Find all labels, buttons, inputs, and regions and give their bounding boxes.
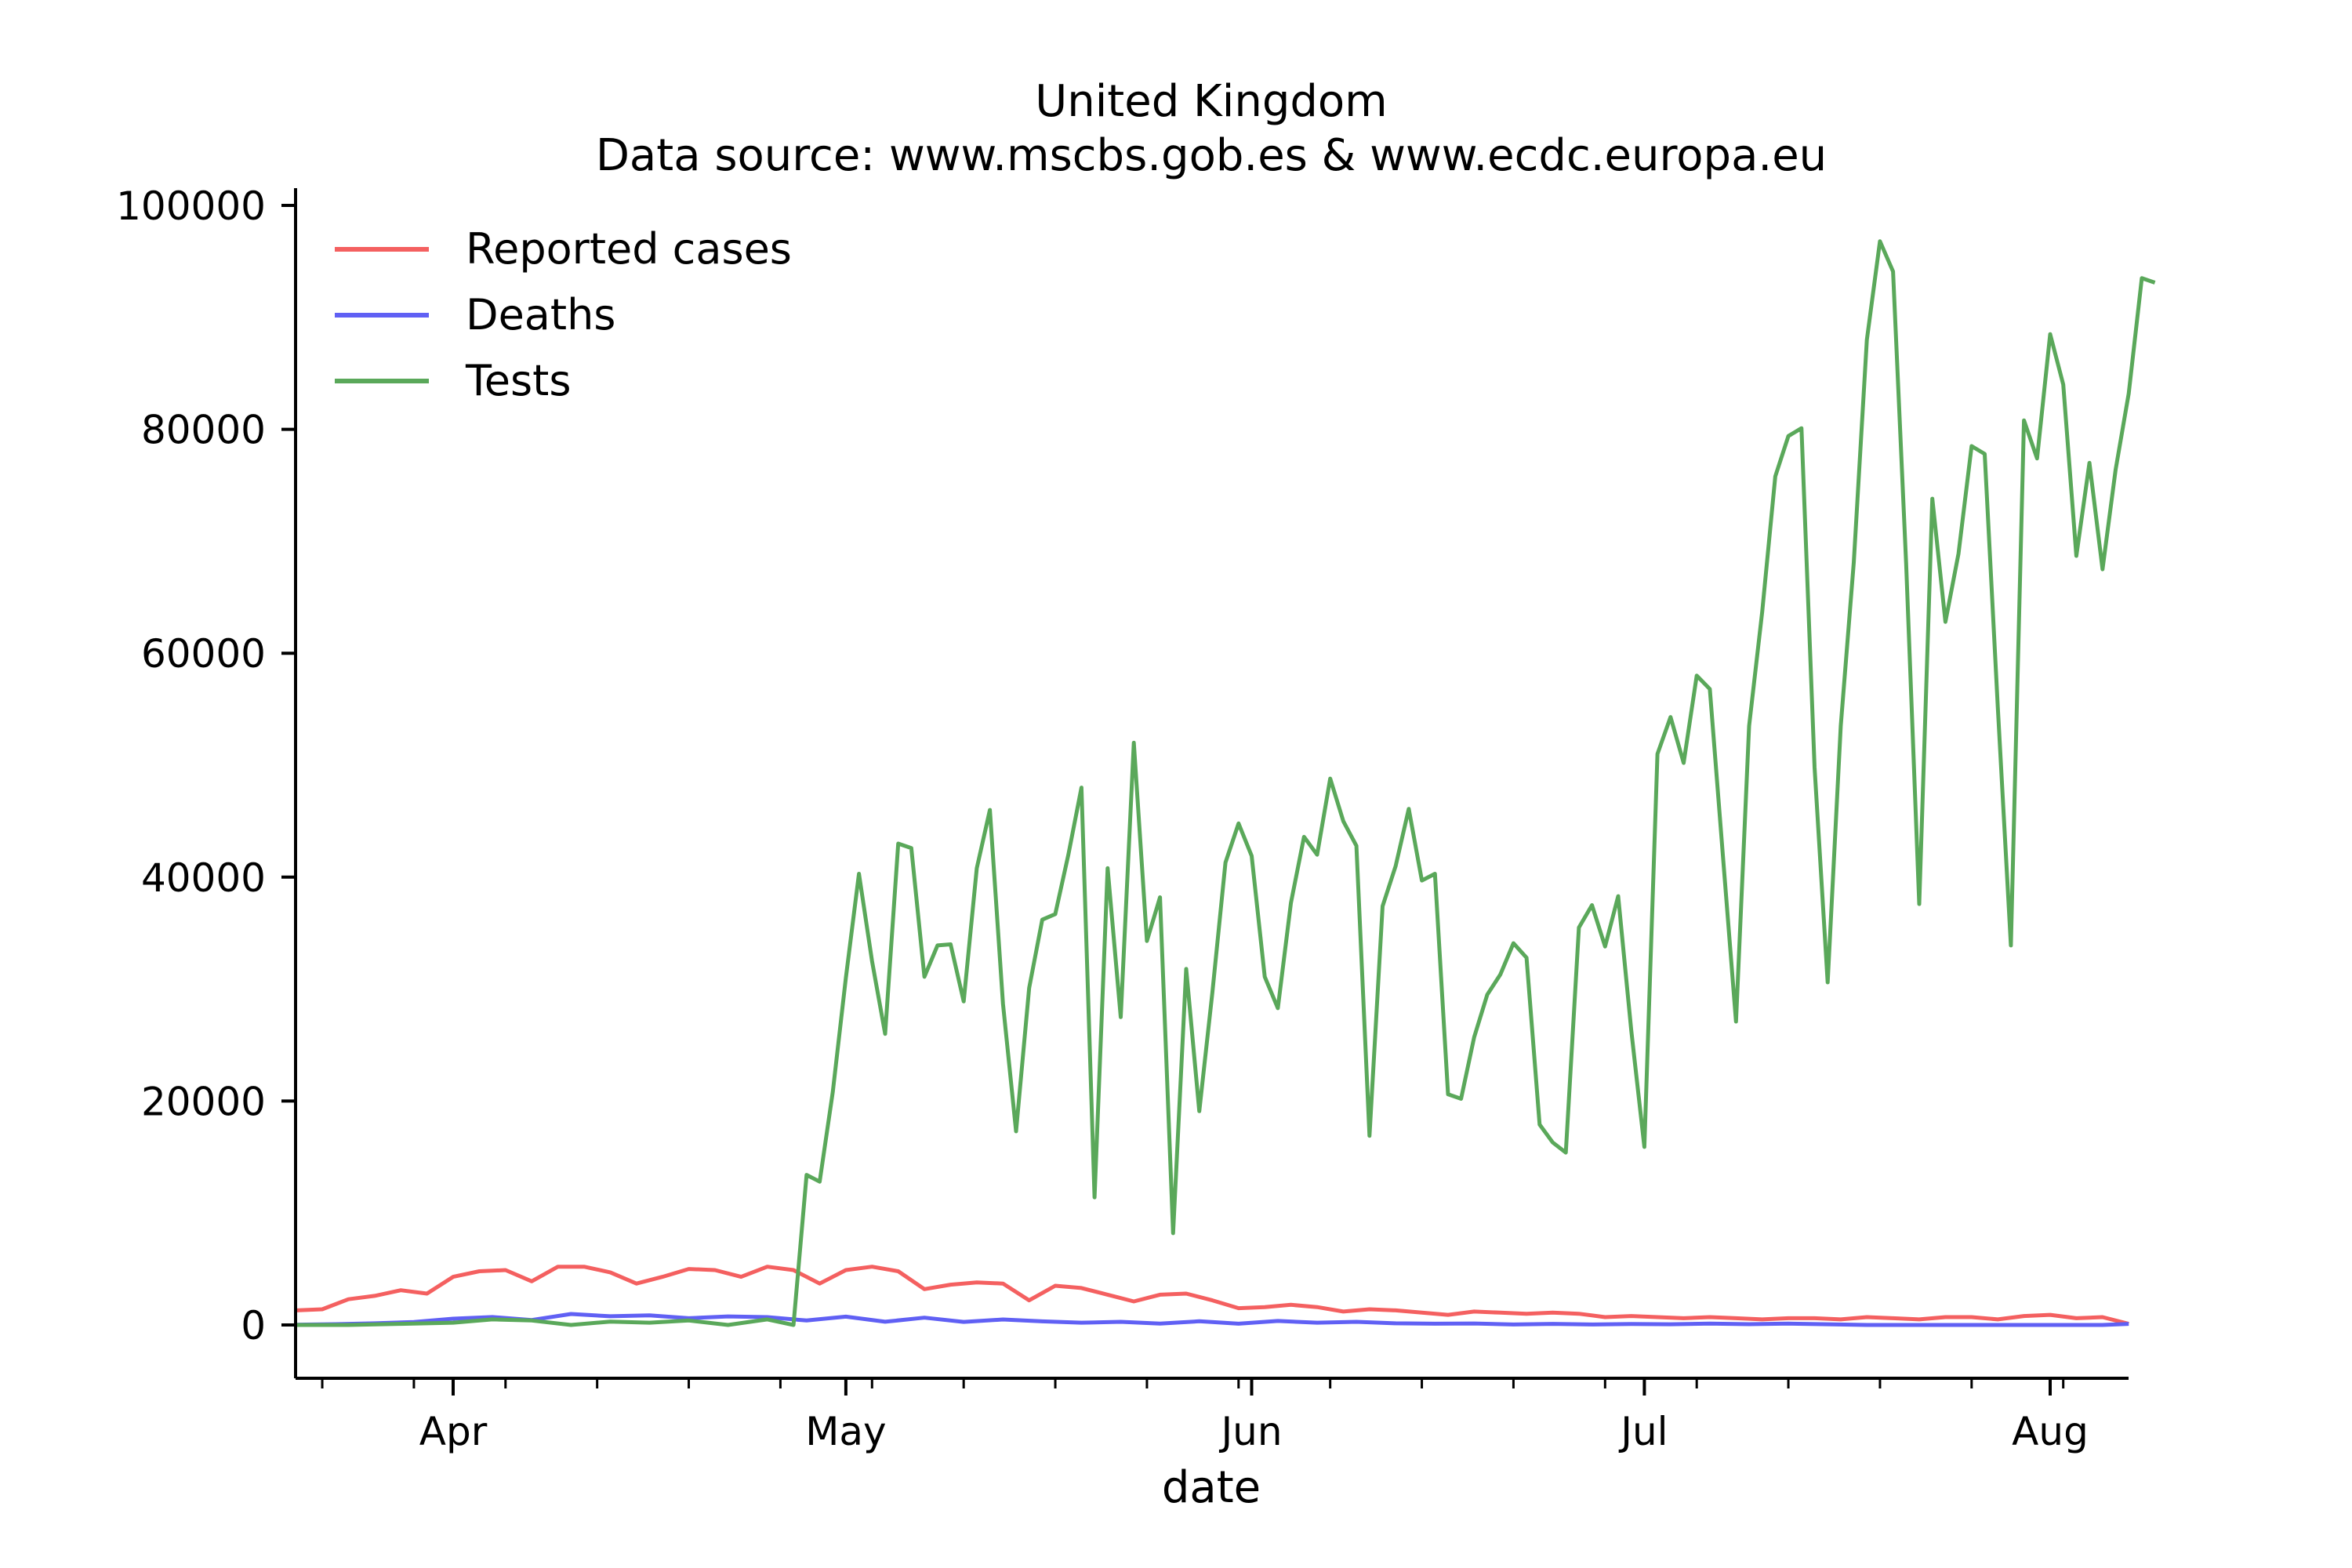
x-axis-label: date: [1162, 1462, 1261, 1513]
y-tick-label: 0: [241, 1303, 266, 1348]
chart-subtitle: Data source: www.mscbs.gob.es & www.ecdc…: [596, 130, 1827, 181]
series-line-tests: [296, 239, 2156, 1327]
x-tick-label: Aug: [2012, 1409, 2089, 1454]
legend-label: Deaths: [466, 290, 615, 339]
y-tick-label: 20000: [141, 1079, 266, 1124]
series-line-deaths: [296, 1312, 2129, 1327]
y-tick-label: 40000: [141, 855, 266, 901]
y-tick-label: 100000: [116, 183, 266, 229]
legend-label: Tests: [465, 356, 571, 405]
x-tick-label: May: [805, 1409, 886, 1454]
x-tick-label: Jun: [1218, 1409, 1282, 1454]
chart-title: United Kingdom: [1035, 76, 1387, 127]
y-tick-label: 80000: [141, 408, 266, 453]
x-tick-label: Apr: [419, 1409, 488, 1454]
x-tick-label: Jul: [1618, 1409, 1668, 1454]
series-line-reported-cases: [296, 1265, 2129, 1327]
axes-layer: 0 20000 40000 60000 80000 100000 Apr May Jun Jul A…: [116, 183, 2129, 1454]
y-tick-label: 60000: [141, 631, 266, 677]
legend: Reported cases Deaths Tests: [335, 224, 792, 405]
series-layer: [296, 239, 2156, 1327]
legend-label: Reported cases: [466, 224, 792, 274]
